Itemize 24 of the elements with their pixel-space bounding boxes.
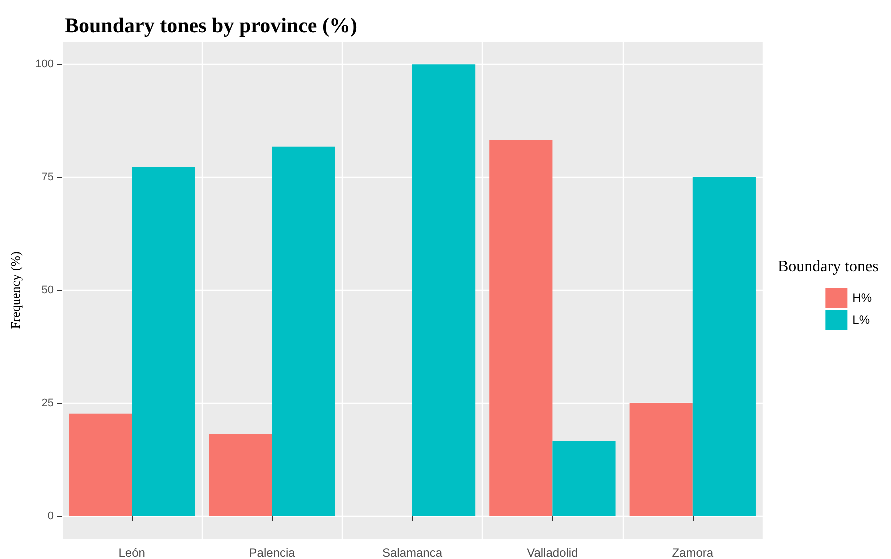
x-tick-label: Valladolid — [527, 546, 578, 559]
x-tick-label: Zamora — [672, 546, 714, 559]
bar — [552, 440, 616, 516]
x-tick-label: Palencia — [249, 546, 296, 559]
y-tick-label: 25 — [42, 397, 54, 410]
y-axis-title: Frequency (%) — [8, 252, 23, 330]
y-tick-label: 75 — [42, 172, 54, 184]
bar — [490, 140, 553, 516]
legend-title: Boundary tones — [778, 258, 879, 276]
bar — [412, 64, 476, 516]
x-tick-label: Salamanca — [382, 546, 443, 559]
bar — [69, 414, 132, 516]
bar — [692, 178, 756, 516]
bar — [209, 434, 272, 516]
y-tick-label: 50 — [42, 284, 54, 296]
legend-label: H% — [852, 291, 872, 305]
bar — [132, 167, 196, 516]
legend-label: L% — [852, 313, 870, 327]
chart-title: Boundary tones by province (%) — [65, 14, 358, 38]
bar — [630, 403, 693, 516]
x-tick-label: León — [118, 546, 146, 559]
bar — [272, 146, 336, 516]
y-tick-label: 0 — [48, 510, 54, 522]
y-tick-label: 100 — [36, 58, 54, 71]
